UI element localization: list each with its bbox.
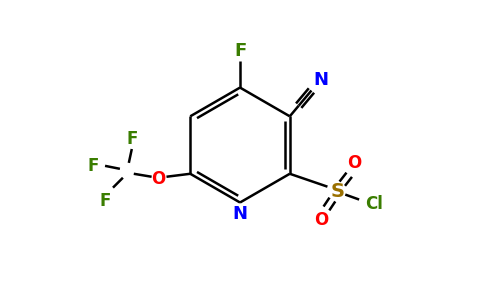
Text: O: O [315, 211, 329, 229]
Text: F: F [99, 191, 111, 209]
Text: N: N [313, 71, 328, 89]
Text: F: F [88, 157, 99, 175]
Text: O: O [347, 154, 362, 172]
Text: F: F [234, 42, 246, 60]
Text: O: O [151, 170, 166, 188]
Text: Cl: Cl [365, 194, 383, 212]
Text: S: S [331, 182, 344, 201]
Text: N: N [232, 206, 247, 224]
Text: F: F [126, 130, 137, 148]
